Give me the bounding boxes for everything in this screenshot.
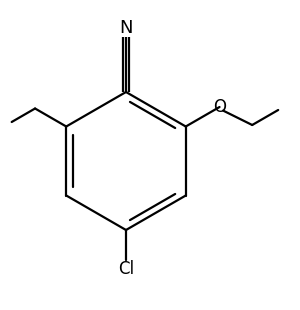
Text: Cl: Cl [118,260,134,278]
Text: N: N [119,19,133,37]
Text: O: O [213,98,226,116]
